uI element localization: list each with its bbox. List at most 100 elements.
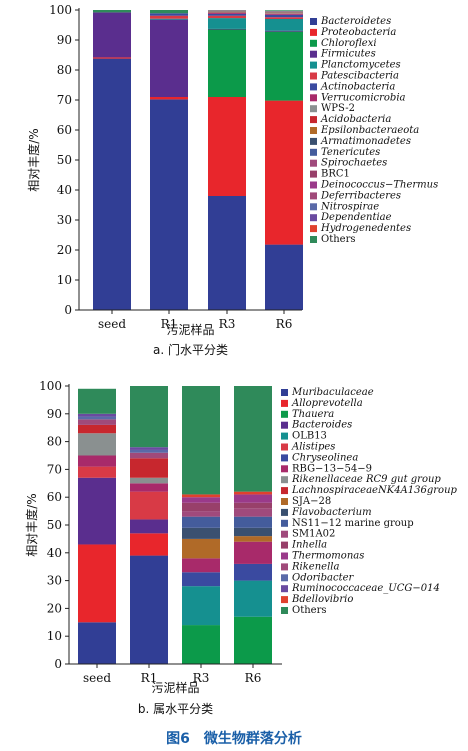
bar-segment (234, 508, 272, 517)
y-axis-title: 相对丰度/% (26, 128, 41, 191)
bar-segment (130, 449, 168, 453)
bar-segment (208, 18, 246, 29)
y-tick-label: 70 (57, 93, 72, 107)
y-tick-label: 20 (57, 243, 72, 257)
bar-segment (182, 572, 220, 587)
legend-label: Bdellovibrio (291, 594, 353, 605)
legend-label: OLB13 (292, 431, 327, 442)
bar-segment (208, 11, 246, 13)
y-tick-label: 10 (57, 273, 72, 287)
legend-swatch (310, 236, 317, 243)
legend-label: Acidobacteria (320, 114, 391, 125)
bar-segment (265, 17, 303, 19)
legend-swatch (281, 410, 288, 418)
legend-swatch (310, 94, 317, 102)
bar-segment (265, 244, 303, 310)
legend-label: SM1A02 (292, 529, 335, 540)
bar-segment (182, 558, 220, 573)
x-tick-label: R1 (161, 317, 178, 331)
legend-swatch (310, 225, 317, 233)
legend-label: Thermomonas (292, 551, 364, 562)
x-tick-label: seed (98, 317, 126, 331)
bar-segment (208, 13, 246, 16)
bar-segment (234, 563, 272, 581)
bar-segment (150, 13, 188, 16)
legend-label: Armatimonadetes (320, 136, 411, 147)
legend-label: Planctomycetes (320, 60, 401, 71)
bar-segment (234, 491, 272, 495)
bar-segment (208, 15, 246, 19)
legend-swatch (310, 137, 317, 145)
legend-label: Alistipes (291, 442, 335, 453)
x-tick-label: R3 (193, 671, 210, 685)
bar-segment (208, 196, 246, 310)
legend-swatch (281, 487, 288, 495)
legend-label: Patescibacteria (320, 71, 399, 82)
legend-swatch (310, 127, 317, 134)
legend-label: RBG−13−54−9 (292, 463, 372, 474)
bar-segment (265, 14, 303, 18)
bar-segment (150, 19, 188, 98)
bar-segment (150, 99, 188, 311)
legend-swatch (310, 50, 317, 58)
x-axis-title: 污泥样品 (166, 322, 214, 337)
legend-label: Tenericutes (321, 147, 380, 158)
bar-segment (78, 477, 116, 545)
legend-label: Chloroflexi (321, 38, 377, 49)
legend-label: Others (321, 234, 356, 245)
y-axis-title: 相对丰度/% (24, 493, 39, 556)
y-tick-label: 50 (47, 518, 62, 532)
legend-swatch (281, 399, 288, 407)
bar-segment (265, 31, 303, 101)
y-tick-label: 90 (57, 33, 72, 47)
legend-swatch (310, 39, 317, 47)
legend-label: Muribaculaceae (291, 387, 374, 398)
legend-label: Proteobacteria (320, 27, 396, 38)
y-tick-label: 60 (57, 123, 72, 137)
y-tick-label: 90 (47, 407, 62, 421)
bar-segment (182, 511, 220, 517)
bar-segment (234, 527, 272, 537)
y-tick-label: 30 (57, 213, 72, 227)
bar-segment (265, 10, 303, 12)
bar-segment (93, 57, 131, 59)
legend-label: Chryseolinea (292, 452, 358, 463)
legend-label: Rikenella (291, 561, 339, 572)
x-axis-title: 污泥样品 (151, 680, 199, 695)
y-tick-label: 40 (47, 546, 62, 560)
bar-segment (208, 97, 246, 196)
legend-swatch (310, 61, 317, 69)
bar-segment (78, 413, 116, 417)
bar-segment (182, 386, 220, 495)
bar-segment (78, 424, 116, 434)
bar-segment (130, 483, 168, 492)
legend-label: Verrucomicrobia (321, 92, 406, 103)
bar-segment (150, 15, 188, 19)
y-tick-label: 80 (57, 63, 72, 77)
legend-swatch (310, 72, 317, 80)
panel-a-phylum-chart: 0 10 20 30 40 50 60 70 80 90 100 seed R1 R3 R6 污泥样品 相对丰度… (26, 3, 438, 357)
bar-segment (78, 419, 116, 425)
x-tick-label: seed (83, 671, 111, 685)
legend-label: Deinococcus−Thermus (320, 180, 438, 191)
legend-swatch (281, 519, 288, 527)
legend-swatch (310, 105, 317, 113)
bar-segment (182, 625, 220, 664)
legend-swatch (281, 574, 288, 582)
bar-segment (208, 12, 246, 13)
bar-segment (234, 502, 272, 509)
bar-segment (208, 28, 246, 30)
legend-label: Inhella (291, 540, 327, 551)
legend-label: Deferribacteres (320, 190, 401, 201)
legend-label: Epsilonbacteraeota (320, 125, 419, 136)
legend-label: Bacteroidetes (320, 16, 391, 27)
y-tick-label: 30 (47, 574, 62, 588)
y-tick-label: 20 (47, 601, 62, 615)
panel-subcaption: b. 属水平分类 (138, 702, 213, 716)
bar-segment (78, 388, 116, 414)
bar-segment (93, 12, 131, 58)
legend-swatch (310, 203, 317, 211)
bar-segment (182, 497, 220, 503)
legend-swatch (281, 476, 288, 484)
legend-label: LachnospiraceaeNK4A136group (291, 485, 458, 496)
